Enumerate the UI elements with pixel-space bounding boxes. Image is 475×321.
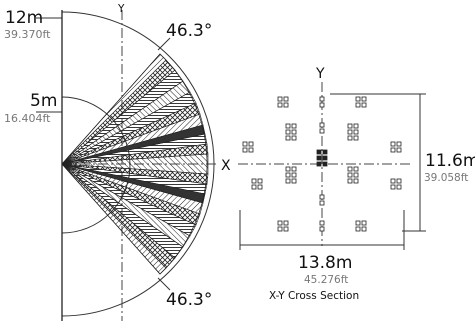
zone-cell bbox=[361, 102, 367, 108]
zone-cell bbox=[283, 226, 289, 232]
detection-zones bbox=[242, 96, 402, 232]
zone-cell bbox=[319, 220, 325, 226]
zone-cell bbox=[316, 155, 322, 161]
cross-section: Y X 11.6m 39.058ft 13.8m 45.276ft X-Y Cr… bbox=[221, 66, 475, 302]
zone-cell bbox=[242, 141, 248, 147]
zone-cell bbox=[347, 123, 353, 129]
zone-cell bbox=[248, 147, 254, 153]
zone-cell bbox=[248, 141, 254, 147]
zone-cell bbox=[353, 129, 359, 135]
range-far-meters: 12m bbox=[5, 8, 43, 28]
zone-cell bbox=[347, 166, 353, 172]
width-meters: 13.8m bbox=[298, 253, 352, 273]
side-axis-y: Y bbox=[117, 3, 125, 15]
zone-cell bbox=[277, 96, 283, 102]
zone-cell bbox=[319, 96, 325, 102]
height-meters: 11.6m bbox=[425, 151, 475, 171]
zone-cell bbox=[355, 102, 361, 108]
height-feet: 39.058ft bbox=[424, 172, 468, 184]
zone-cell bbox=[396, 147, 402, 153]
zone-cell bbox=[396, 141, 402, 147]
zone-cell bbox=[319, 128, 325, 134]
zone-cell bbox=[396, 178, 402, 184]
zone-cell bbox=[347, 135, 353, 141]
cross-axis-x: X bbox=[221, 158, 231, 174]
zone-cell bbox=[353, 178, 359, 184]
zone-cell bbox=[285, 135, 291, 141]
detection-fan bbox=[61, 53, 209, 275]
zone-cell bbox=[353, 123, 359, 129]
zone-cell bbox=[283, 102, 289, 108]
zone-cell bbox=[251, 184, 257, 190]
angle-top: 46.3° bbox=[166, 21, 212, 41]
zone-cell bbox=[277, 102, 283, 108]
zone-cell bbox=[390, 184, 396, 190]
zone-cell bbox=[390, 178, 396, 184]
zone-cell bbox=[322, 161, 328, 167]
zone-cell bbox=[291, 123, 297, 129]
zone-cell bbox=[347, 172, 353, 178]
zone-cell bbox=[390, 141, 396, 147]
zone-cell bbox=[283, 220, 289, 226]
zone-cell bbox=[361, 226, 367, 232]
zone-cell bbox=[355, 226, 361, 232]
zone-cell bbox=[353, 166, 359, 172]
zone-cell bbox=[277, 220, 283, 226]
zone-cell bbox=[285, 166, 291, 172]
zone-cell bbox=[361, 220, 367, 226]
zone-cell bbox=[242, 147, 248, 153]
zone-cell bbox=[322, 149, 328, 155]
range-far-feet: 39.370ft bbox=[4, 28, 51, 41]
zone-cell bbox=[251, 178, 257, 184]
zone-cell bbox=[277, 226, 283, 232]
range-near-feet: 16.404ft bbox=[4, 112, 51, 125]
zone-cell bbox=[316, 149, 322, 155]
cross-axis-y: Y bbox=[315, 66, 325, 82]
zone-cell bbox=[396, 184, 402, 190]
zone-cell bbox=[285, 178, 291, 184]
zone-cell bbox=[319, 102, 325, 108]
zone-cell bbox=[285, 123, 291, 129]
zone-cell bbox=[291, 129, 297, 135]
zone-cell bbox=[319, 194, 325, 200]
cross-section-caption: X-Y Cross Section bbox=[269, 290, 359, 302]
zone-cell bbox=[257, 178, 263, 184]
zone-cell bbox=[353, 172, 359, 178]
angle-bottom: 46.3° bbox=[166, 290, 212, 310]
zone-cell bbox=[322, 155, 328, 161]
zone-cell bbox=[291, 178, 297, 184]
range-near-meters: 5m bbox=[30, 91, 57, 111]
zone-cell bbox=[355, 220, 361, 226]
zone-cell bbox=[319, 200, 325, 206]
zone-cell bbox=[361, 96, 367, 102]
zone-cell bbox=[347, 178, 353, 184]
zone-cell bbox=[355, 96, 361, 102]
side-view: 12m 39.370ft 5m 16.404ft Y 46.3° 46.3° bbox=[4, 3, 218, 321]
zone-cell bbox=[291, 135, 297, 141]
zone-cell bbox=[319, 226, 325, 232]
zone-cell bbox=[285, 129, 291, 135]
zone-cell bbox=[316, 161, 322, 167]
width-feet: 45.276ft bbox=[304, 274, 348, 286]
zone-cell bbox=[291, 172, 297, 178]
zone-cell bbox=[257, 184, 263, 190]
zone-cell bbox=[291, 166, 297, 172]
zone-cell bbox=[319, 122, 325, 128]
zone-cell bbox=[347, 129, 353, 135]
zone-cell bbox=[283, 96, 289, 102]
zone-cell bbox=[353, 135, 359, 141]
zone-cell bbox=[285, 172, 291, 178]
zone-cell bbox=[390, 147, 396, 153]
